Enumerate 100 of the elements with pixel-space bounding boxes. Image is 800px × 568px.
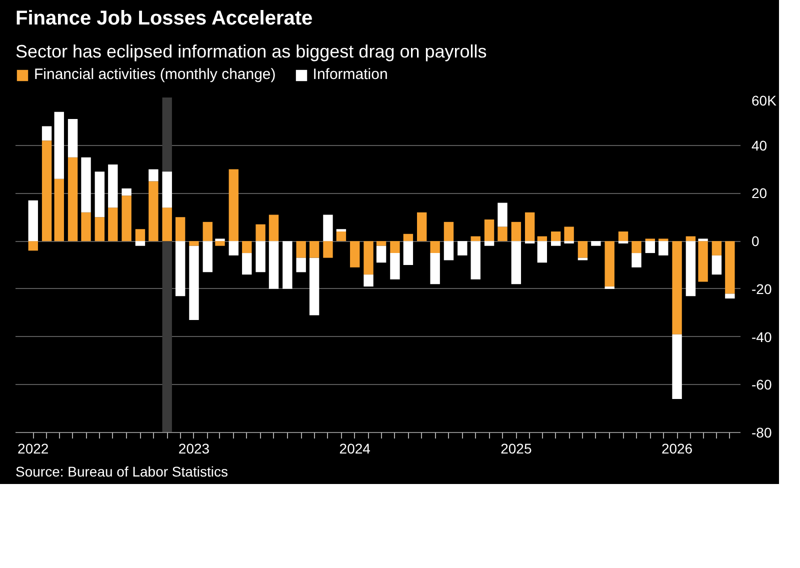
bar <box>550 232 561 242</box>
bar <box>498 226 508 242</box>
bar <box>498 202 508 227</box>
legend-label: Financial activities (monthly change) <box>34 66 276 83</box>
bar <box>430 253 440 284</box>
bar <box>175 217 186 242</box>
bar <box>135 241 146 246</box>
bar <box>444 222 454 242</box>
chart-subtitle: Sector has eclipsed information as biggest drag on payrolls <box>16 42 487 62</box>
bar <box>122 196 132 242</box>
y-tick-label: 40 <box>752 137 768 154</box>
bar <box>122 188 132 196</box>
x-tick-label: 2023 <box>178 440 210 456</box>
bar <box>350 241 360 268</box>
bar <box>403 234 414 242</box>
bar <box>430 241 440 254</box>
bar <box>698 238 708 242</box>
bar <box>242 253 252 275</box>
bar <box>28 241 38 251</box>
bar <box>81 212 91 242</box>
y-tick-label: -40 <box>752 328 772 345</box>
bar <box>618 232 628 242</box>
bar <box>42 126 52 141</box>
chart-title: Finance Job Losses Accelerate <box>16 8 313 30</box>
bar <box>376 246 386 263</box>
bar <box>256 241 266 272</box>
bar <box>108 164 118 208</box>
bar <box>511 241 522 284</box>
bar <box>564 226 574 242</box>
x-tick-label: 2025 <box>500 440 532 456</box>
bar <box>228 241 239 256</box>
bar <box>632 253 642 268</box>
bar <box>296 258 306 272</box>
bar <box>135 229 146 242</box>
bar <box>511 222 522 242</box>
bar <box>296 241 306 258</box>
bar <box>645 241 655 254</box>
bar <box>604 241 614 287</box>
bar <box>323 241 333 258</box>
x-tick-label: 2022 <box>18 440 49 456</box>
bar <box>390 253 400 280</box>
bar <box>215 241 225 246</box>
bar <box>268 214 279 242</box>
bar <box>712 255 722 275</box>
y-tick-label: 0 <box>752 233 760 250</box>
bar <box>484 220 494 242</box>
y-tick-label: 20 <box>752 185 768 202</box>
bar <box>591 241 601 246</box>
bar <box>202 222 213 242</box>
y-tick-label: -80 <box>752 424 772 440</box>
bar <box>309 258 320 316</box>
bar <box>698 241 708 282</box>
bar <box>376 241 386 246</box>
bar <box>108 208 118 242</box>
bar <box>645 238 655 242</box>
legend-label: Information <box>312 66 388 83</box>
x-tick-label: 2024 <box>339 440 371 456</box>
bar <box>403 241 414 265</box>
bar <box>537 236 548 242</box>
bar <box>725 241 735 294</box>
bar <box>68 119 78 158</box>
bar <box>417 212 427 242</box>
bar <box>632 241 642 254</box>
bar <box>94 172 105 218</box>
bar <box>228 169 239 242</box>
x-tick-label: 2026 <box>661 440 693 456</box>
bar <box>524 212 535 242</box>
bar <box>537 241 548 263</box>
bar <box>336 232 346 242</box>
bar <box>94 217 105 242</box>
bar <box>658 241 668 256</box>
bar <box>364 274 374 287</box>
bar <box>215 238 225 242</box>
bar <box>28 200 38 242</box>
bar <box>658 238 668 242</box>
bar <box>725 294 735 298</box>
bar <box>672 241 682 334</box>
bar <box>202 241 213 272</box>
bar <box>323 214 333 242</box>
bar <box>484 241 494 246</box>
y-tick-label: -60 <box>752 376 772 393</box>
bar <box>550 241 561 246</box>
bar <box>470 236 480 242</box>
bar <box>175 241 186 296</box>
bar <box>148 181 158 242</box>
bar <box>578 241 588 258</box>
source-note: Source: Bureau of Labor Statistics <box>16 464 228 480</box>
bar <box>162 208 172 242</box>
bar <box>162 172 172 208</box>
bar <box>148 169 158 182</box>
bar <box>712 241 722 256</box>
bar <box>686 241 696 296</box>
bar <box>54 178 64 242</box>
bar <box>268 241 279 289</box>
bar <box>42 140 52 242</box>
bar <box>81 157 91 212</box>
bar <box>282 241 292 289</box>
bar <box>189 241 199 246</box>
bar <box>242 241 252 254</box>
bar <box>444 241 454 260</box>
